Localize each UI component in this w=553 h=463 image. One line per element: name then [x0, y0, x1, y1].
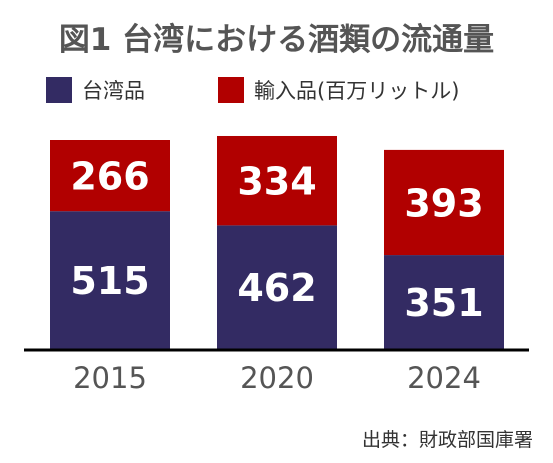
bar-domestic-2024: [384, 255, 504, 349]
bar-domestic-2015: [50, 211, 170, 349]
legend-item-domestic: 台湾品: [46, 75, 145, 105]
x-tick-label-2020: 2020: [240, 361, 314, 395]
x-tick-label-2024: 2024: [407, 361, 481, 395]
bar-imported-2024: [384, 149, 504, 256]
bar-imported-2015: [50, 140, 170, 212]
bar-imported-2020: [217, 135, 337, 226]
legend-item-imported: 輸入品(百万リットル): [218, 75, 459, 105]
chart-title: 図1 台湾における酒類の流通量: [58, 22, 495, 58]
bar-domestic-2020: [217, 225, 337, 349]
x-tick-label-2015: 2015: [73, 361, 147, 395]
data-label-domestic-2015: 515: [70, 259, 149, 303]
legend: 台湾品 輸入品(百万リットル): [0, 75, 553, 107]
data-label-domestic-2024: 351: [404, 281, 483, 325]
legend-label-domestic: 台湾品: [82, 79, 145, 103]
data-label-domestic-2020: 462: [237, 266, 316, 310]
legend-label-imported: 輸入品(百万リットル): [254, 79, 460, 103]
source-note: 出典：財政部国庫署: [361, 429, 533, 451]
data-label-imported-2015: 266: [70, 155, 149, 199]
data-label-imported-2024: 393: [404, 181, 483, 225]
data-label-imported-2020: 334: [237, 160, 316, 204]
legend-swatch-imported: [218, 77, 244, 103]
legend-swatch-domestic: [46, 77, 72, 103]
